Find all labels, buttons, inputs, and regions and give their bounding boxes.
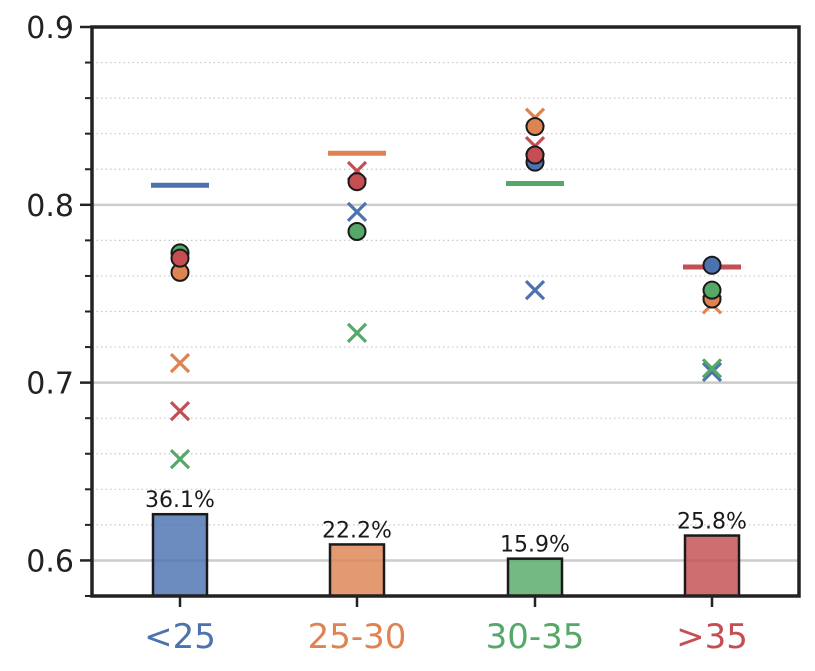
- ticks: [80, 25, 714, 607]
- x-tick-label: 25-30: [308, 617, 407, 657]
- bars: [151, 512, 741, 598]
- cross-stroke: [524, 280, 546, 301]
- cross-marker: [701, 361, 723, 383]
- bar-3: [683, 534, 741, 598]
- bar-percent-label: 22.2%: [322, 518, 392, 543]
- cross-marker: [346, 322, 368, 343]
- bar-1: [328, 543, 386, 598]
- y-tick-label: 0.6: [26, 544, 74, 579]
- cross-stroke: [346, 201, 368, 223]
- circle-marker: [525, 117, 545, 137]
- labels: 36.1% 22.2% 15.9% 25.8% 0.6 0.7 0.8 0.9 <25 25-30…: [26, 11, 748, 657]
- cross-stroke: [169, 352, 191, 374]
- cross-stroke: [169, 448, 191, 470]
- y-tick-label: 0.9: [26, 11, 74, 46]
- y-tick-label: 0.8: [26, 189, 74, 224]
- circle-marker: [347, 172, 367, 192]
- bar-percent-label: 15.9%: [500, 533, 570, 558]
- points: [169, 107, 723, 470]
- cross-marker: [346, 201, 368, 223]
- x-tick-label: >35: [676, 617, 748, 657]
- circle-marker: [170, 248, 190, 268]
- circle-marker: [702, 255, 722, 275]
- bar-percent-label: 36.1%: [145, 488, 215, 513]
- cross-stroke: [701, 361, 723, 383]
- bar-percent-label: 25.8%: [677, 510, 747, 535]
- bar-0: [151, 512, 209, 598]
- grid: [92, 25, 799, 562]
- y-tick-label: 0.7: [26, 367, 74, 402]
- bar-2: [506, 557, 564, 598]
- cross-marker: [701, 358, 723, 379]
- x-tick-label: 30-35: [486, 617, 585, 657]
- circle-marker: [347, 221, 367, 241]
- cross-marker: [524, 280, 546, 301]
- cross-marker: [169, 400, 191, 422]
- cross-stroke: [346, 322, 368, 343]
- cross-marker: [169, 448, 191, 470]
- x-tick-label: <25: [144, 617, 216, 657]
- cross-marker: [169, 352, 191, 374]
- circle-marker: [702, 280, 722, 300]
- cross-stroke: [169, 400, 191, 422]
- mean-lines: [151, 150, 741, 270]
- cross-stroke: [701, 358, 723, 379]
- circle-marker: [525, 145, 545, 165]
